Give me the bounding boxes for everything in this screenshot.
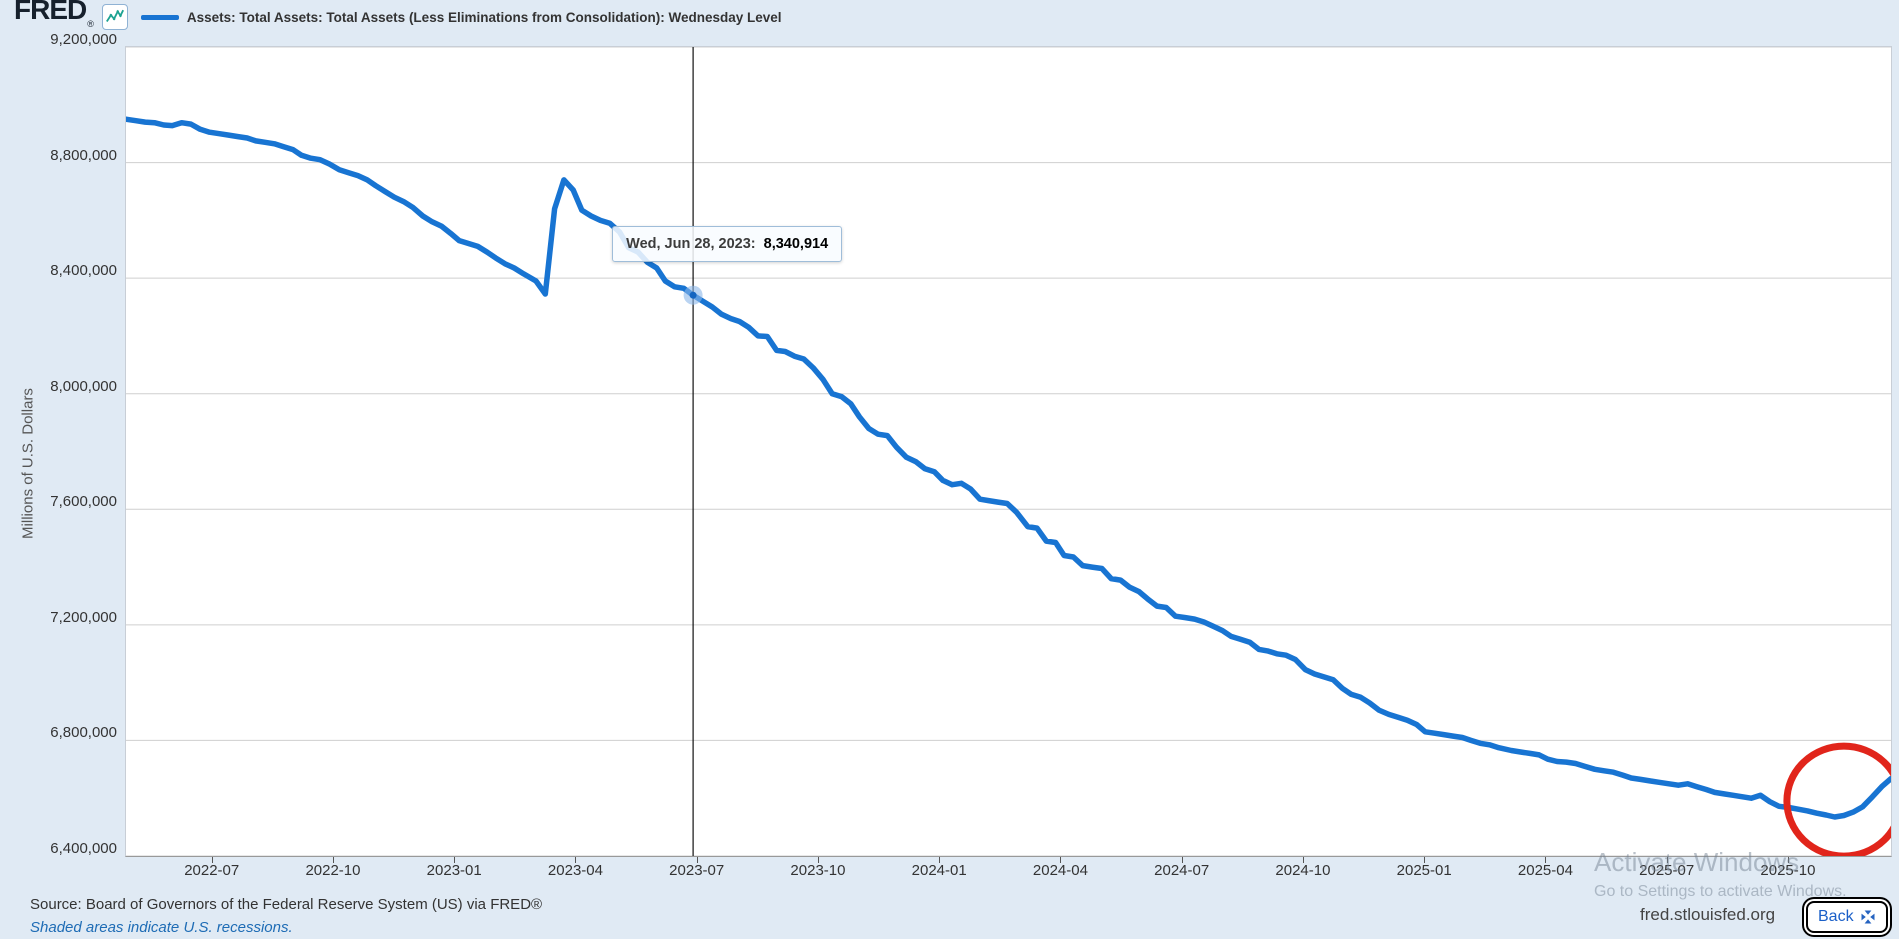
x-tick-label: 2025-01 bbox=[1396, 862, 1452, 879]
y-axis-title: Millions of U.S. Dollars bbox=[19, 388, 37, 539]
tooltip-value: 8,340,914 bbox=[763, 236, 829, 253]
x-tick-mark bbox=[1181, 856, 1183, 863]
y-tick-label: 8,800,000 bbox=[50, 146, 117, 164]
x-tick-label: 2023-04 bbox=[547, 862, 603, 879]
recessions-link[interactable]: Shaded areas indicate U.S. recessions. bbox=[30, 919, 293, 936]
y-tick-label: 7,600,000 bbox=[50, 493, 117, 511]
x-tick-label: 2024-04 bbox=[1032, 862, 1088, 879]
watermark-line2: Go to Settings to activate Windows. bbox=[1594, 883, 1847, 900]
plot-area[interactable] bbox=[125, 46, 1892, 857]
tooltip-date: Wed, Jun 28, 2023: bbox=[626, 236, 756, 253]
x-tick-label: 2023-07 bbox=[669, 862, 725, 879]
x-tick-mark bbox=[1060, 856, 1062, 863]
x-tick-label: 2025-10 bbox=[1760, 862, 1816, 879]
registered-mark: ® bbox=[87, 19, 94, 29]
back-button[interactable]: Back bbox=[1806, 901, 1888, 933]
x-tick-mark bbox=[1545, 856, 1547, 863]
legend-series-label: Assets: Total Assets: Total Assets (Less… bbox=[186, 9, 782, 25]
x-tick-label: 2023-10 bbox=[790, 862, 846, 879]
legend: Assets: Total Assets: Total Assets (Less… bbox=[140, 9, 782, 25]
y-tick-label: 6,800,000 bbox=[50, 724, 117, 742]
x-tick-label: 2024-10 bbox=[1275, 862, 1331, 879]
x-tick-label: 2024-07 bbox=[1154, 862, 1210, 879]
x-tick-label: 2022-10 bbox=[305, 862, 361, 879]
x-tick-mark bbox=[211, 856, 213, 863]
x-tick-mark bbox=[1666, 856, 1668, 863]
y-tick-label: 8,400,000 bbox=[50, 262, 117, 280]
x-tick-label: 2025-04 bbox=[1517, 862, 1573, 879]
x-tick-mark bbox=[454, 856, 456, 863]
hover-tooltip: Wed, Jun 28, 2023: 8,340,914 bbox=[612, 226, 843, 263]
collapse-arrows-icon bbox=[1861, 910, 1875, 924]
x-tick-label: 2022-07 bbox=[184, 862, 240, 879]
x-tick-mark bbox=[1302, 856, 1304, 863]
fred-logo: FRED® bbox=[14, 0, 94, 38]
x-tick-label: 2025-07 bbox=[1639, 862, 1695, 879]
y-tick-label: 9,200,000 bbox=[50, 31, 117, 48]
x-tick-label: 2023-01 bbox=[426, 862, 482, 879]
back-button-label: Back bbox=[1818, 908, 1854, 925]
x-tick-mark bbox=[1787, 856, 1789, 863]
y-tick-label: 8,000,000 bbox=[50, 377, 117, 395]
fred-logo-text: FRED bbox=[14, 0, 87, 25]
x-tick-mark bbox=[939, 856, 941, 863]
x-tick-mark bbox=[696, 856, 698, 863]
x-tick-mark bbox=[817, 856, 819, 863]
y-tick-label: 6,400,000 bbox=[50, 840, 117, 857]
source-text: Source: Board of Governors of the Federa… bbox=[30, 896, 543, 913]
header: FRED® Assets: Total Assets: Total Assets… bbox=[14, 0, 782, 32]
x-tick-mark bbox=[332, 856, 334, 863]
x-tick-label: 2024-01 bbox=[911, 862, 967, 879]
legend-line-swatch bbox=[140, 14, 179, 20]
y-tick-label: 7,200,000 bbox=[50, 608, 117, 626]
site-text: fred.stlouisfed.org bbox=[1640, 905, 1776, 924]
sparkline-chart-icon bbox=[101, 4, 128, 30]
x-tick-mark bbox=[575, 856, 577, 863]
x-tick-mark bbox=[1424, 856, 1426, 863]
